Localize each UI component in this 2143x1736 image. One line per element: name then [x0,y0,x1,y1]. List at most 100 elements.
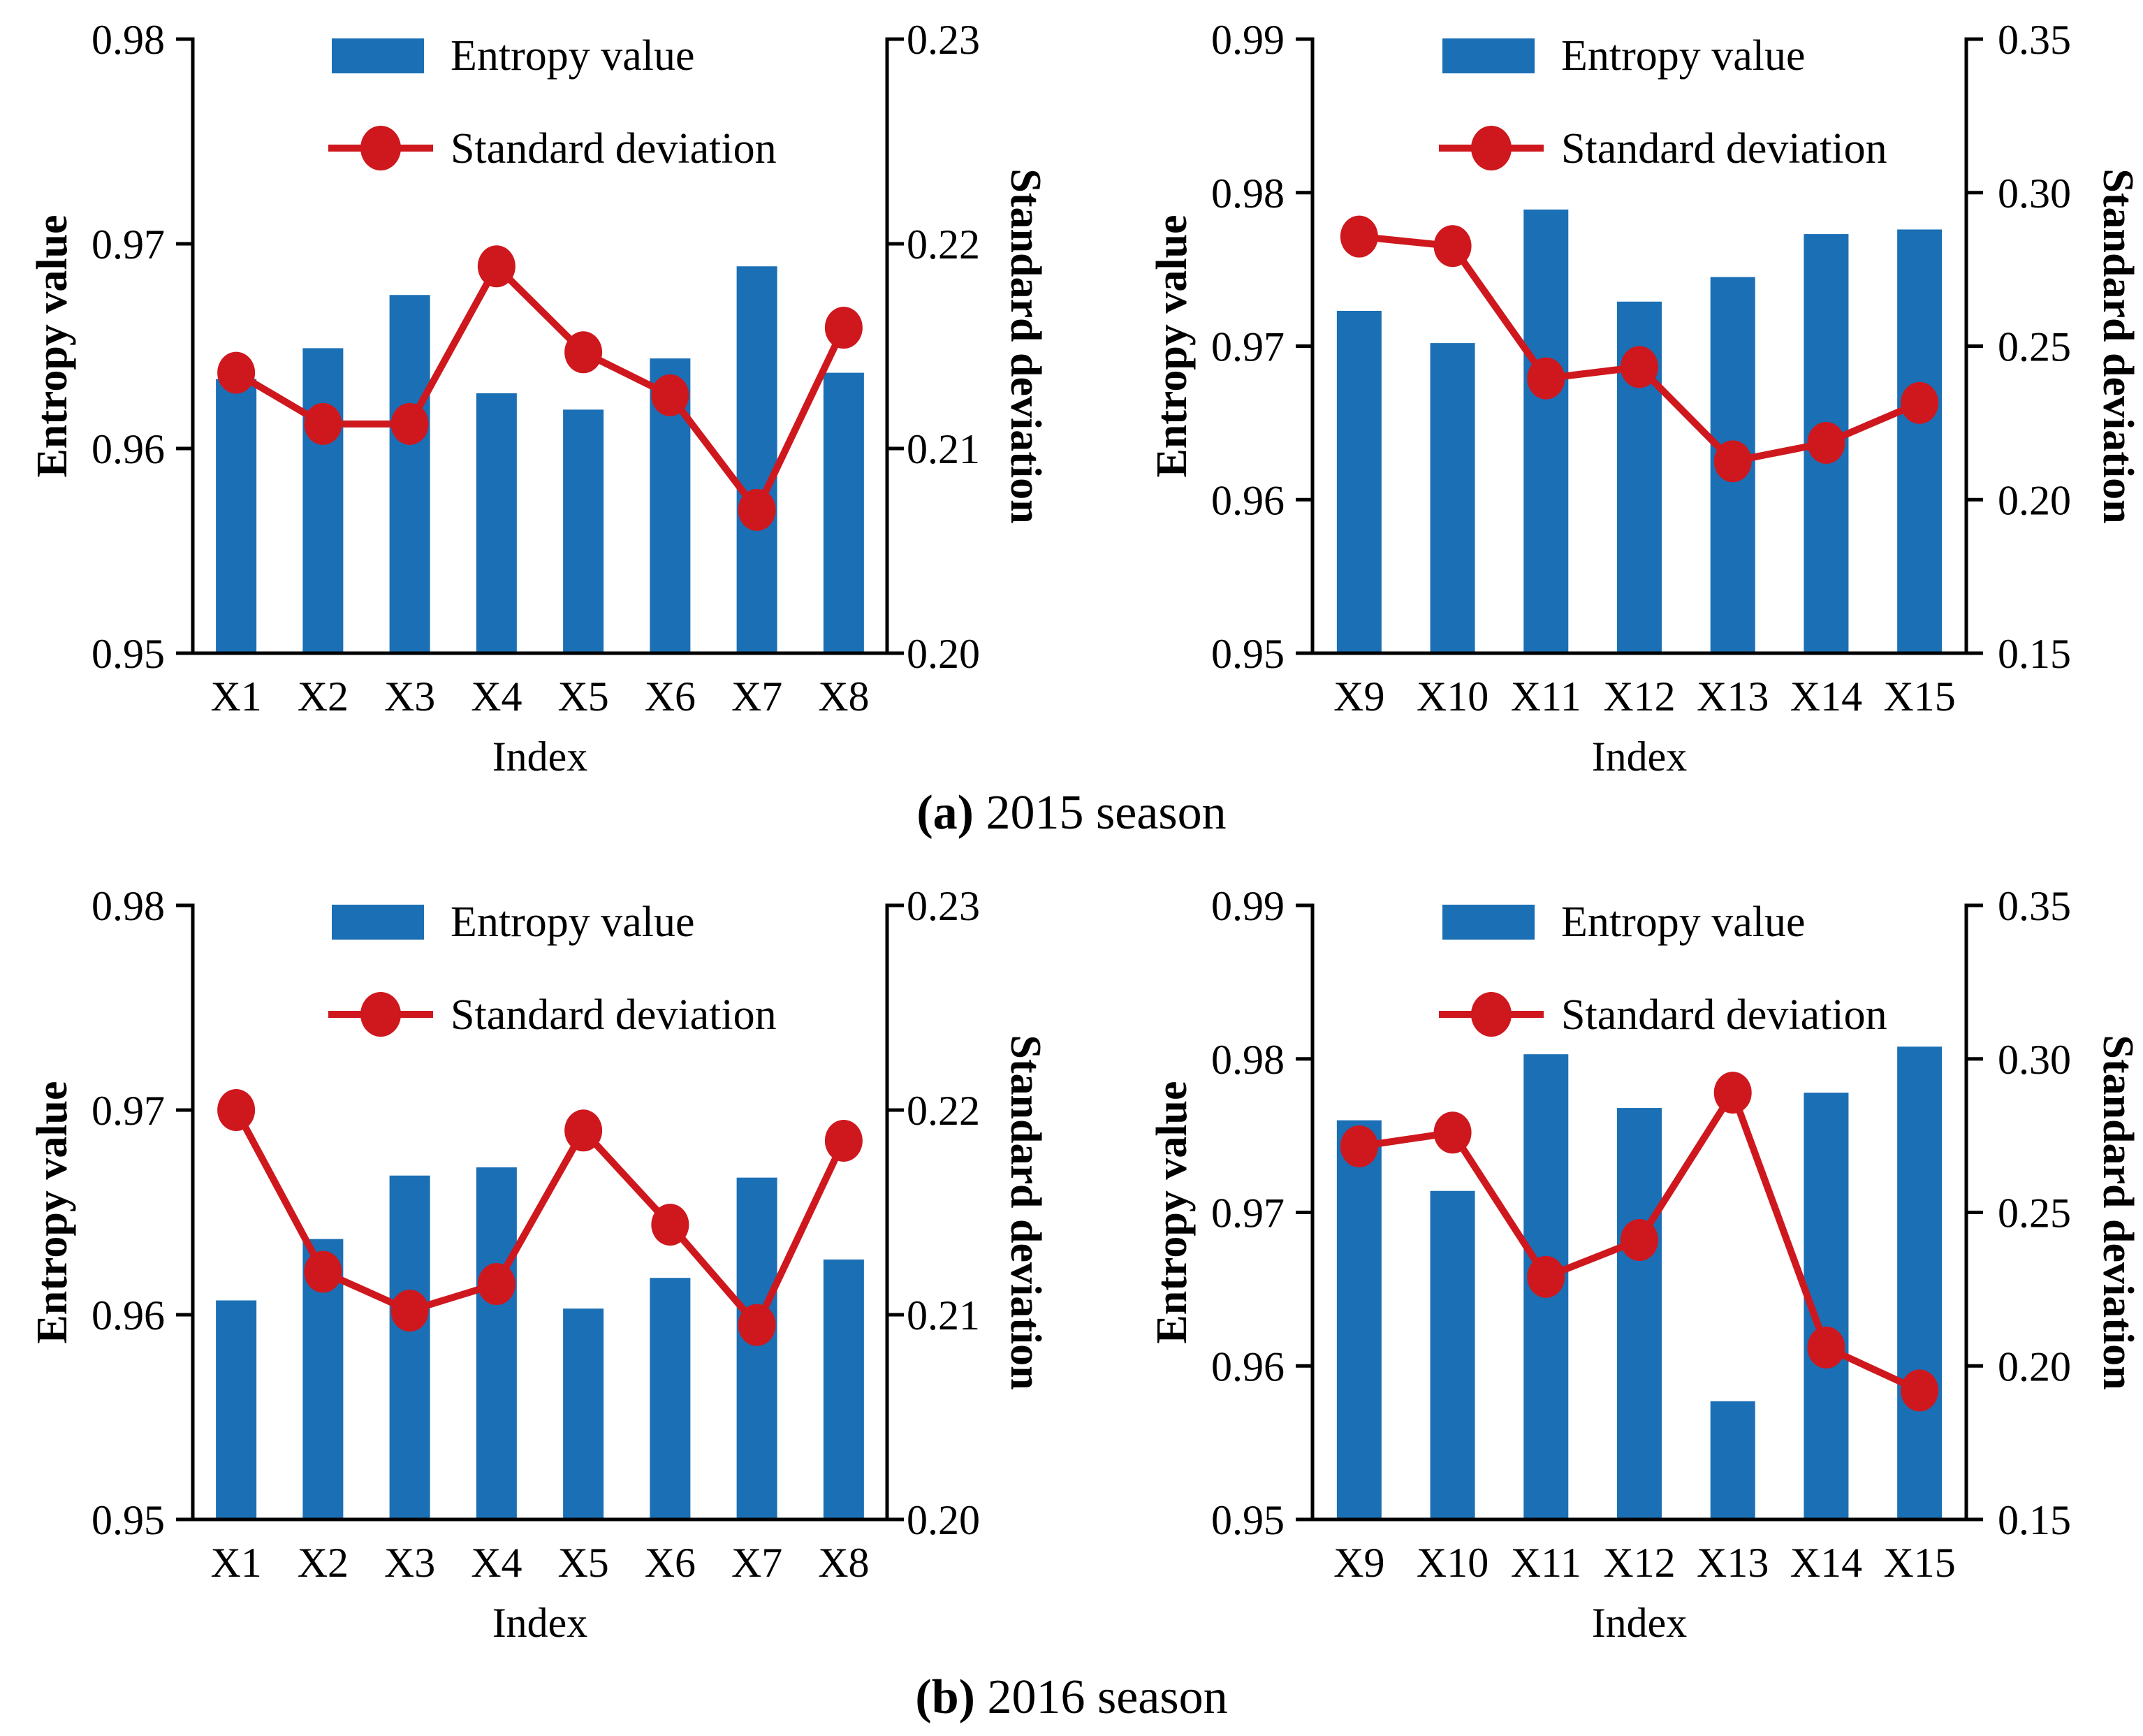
std-point-X11 [1527,1255,1565,1298]
bar-X2 [302,348,344,653]
right-tick-label: 0.20 [907,1497,980,1543]
right-axis-title: Standard deviation [1002,168,1049,523]
left-tick-label: 0.97 [1211,1190,1285,1237]
right-tick-label: 0.22 [907,1088,980,1134]
left-tick-label: 0.96 [1211,477,1285,523]
left-tick-label: 0.95 [1211,631,1285,677]
bar-X10 [1430,1190,1475,1519]
cat-label-X11: X11 [1511,673,1581,720]
right-tick-label: 0.20 [1998,477,2071,523]
cat-label-X1: X1 [210,1540,261,1586]
right-tick-label: 0.30 [1998,170,2071,217]
legend-entropy-label: Entropy value [1561,898,1806,946]
std-point-X1 [217,1089,256,1131]
std-point-X5 [564,331,603,374]
cat-label-X8: X8 [818,1540,869,1586]
chart-svg: 0.95 0.96 0.97 0.98 0.99 0.15 0.20 0.25 0.30 0.35… [1148,883,2142,1646]
std-point-X12 [1621,346,1658,388]
bar-X10 [1430,343,1475,653]
std-point-X3 [390,402,429,445]
std-point-X6 [651,374,689,416]
cat-label-X15: X15 [1883,1540,1955,1586]
right-tick-label: 0.23 [907,17,980,63]
chart-svg: 0.95 0.96 0.97 0.98 0.20 0.21 0.22 0.23 X1 X2 X3 X4… [29,883,1049,1646]
left-axis-title: Entropy value [29,1081,76,1343]
right-axis-title: Standard deviation [2094,1035,2142,1389]
cat-label-X10: X10 [1417,673,1489,720]
right-axis-title: Standard deviation [1002,1035,1049,1389]
std-point-X11 [1527,357,1565,400]
right-tick-label: 0.30 [1998,1037,2071,1083]
cat-label-X6: X6 [645,673,696,720]
right-tick-label: 0.22 [907,221,980,268]
std-point-X13 [1713,1072,1752,1114]
legend-line-marker [1471,992,1512,1037]
cat-label-X9: X9 [1333,1540,1384,1586]
cat-label-X1: X1 [210,673,261,720]
right-tick-label: 0.35 [1998,17,2071,63]
std-point-X5 [564,1109,603,1152]
legend-entropy-label: Entropy value [1561,32,1806,80]
left-tick-label: 0.98 [92,883,165,929]
cat-label-X14: X14 [1790,1540,1862,1586]
cat-label-X3: X3 [384,673,435,720]
std-point-X7 [738,1304,776,1346]
bar-X8 [823,372,864,653]
chart-svg: 0.95 0.96 0.97 0.98 0.20 0.21 0.22 0.23 X1 X2 X3 X4… [29,17,1049,780]
right-tick-label: 0.15 [1998,1497,2071,1543]
cat-label-X6: X6 [645,1540,696,1586]
std-point-X12 [1621,1219,1658,1262]
std-point-X2 [304,402,342,445]
left-tick-label: 0.96 [1211,1343,1285,1389]
std-point-X14 [1807,1326,1845,1369]
cat-label-X5: X5 [557,1540,608,1586]
bar-X13 [1710,1401,1755,1519]
std-point-X8 [824,1119,863,1162]
left-tick-label: 0.97 [92,221,165,268]
left-tick-label: 0.96 [92,426,165,472]
right-tick-label: 0.25 [1998,324,2071,370]
right-tick-label: 0.20 [1998,1343,2071,1389]
std-point-X4 [477,245,515,288]
bar-X4 [476,1167,517,1519]
bar-X9 [1336,1120,1382,1519]
cat-label-X10: X10 [1417,1540,1489,1586]
bar-X1 [216,1300,257,1519]
right-tick-label: 0.21 [907,426,980,472]
left-tick-label: 0.99 [1211,17,1285,63]
cat-label-X8: X8 [818,673,869,720]
bar-X7 [736,266,777,654]
cat-label-X13: X13 [1697,1540,1769,1586]
chart-2016-x1-x8: 0.95 0.96 0.97 0.98 0.20 0.21 0.22 0.23 X1 X2 X3 X4… [0,866,1069,1670]
std-point-X15 [1901,1369,1939,1412]
legend-bar-swatch [332,38,424,73]
right-tick-label: 0.35 [1998,883,2071,929]
legend-bar-swatch [1442,905,1535,940]
std-point-X2 [304,1250,342,1293]
std-point-X14 [1807,421,1845,464]
chart-2015-x9-x15: 0.95 0.96 0.97 0.98 0.99 0.15 0.20 0.25 0.30 0.35… [1069,0,2143,803]
right-tick-label: 0.23 [907,883,980,929]
caption-b: (b) 2016 season [0,1670,2143,1726]
caption-b-label: (b) [915,1670,975,1724]
cat-label-X15: X15 [1883,673,1955,720]
bar-X9 [1336,310,1382,653]
cat-label-X3: X3 [384,1540,435,1586]
bar-X12 [1617,1108,1662,1519]
right-tick-label: 0.15 [1998,631,2071,677]
chart-2016-x9-x15: 0.95 0.96 0.97 0.98 0.99 0.15 0.20 0.25 0.30 0.35… [1069,866,2143,1670]
bar-X5 [563,409,604,653]
std-point-X1 [217,351,256,394]
cat-label-X9: X9 [1333,673,1384,720]
std-point-X3 [390,1290,429,1332]
bar-X15 [1897,1046,1943,1519]
std-point-X4 [477,1263,515,1306]
chart-svg: 0.95 0.96 0.97 0.98 0.99 0.15 0.20 0.25 0.30 0.35… [1148,17,2142,780]
cat-label-X4: X4 [471,1540,522,1586]
bar-X3 [389,1175,430,1519]
bar-X6 [650,1278,691,1519]
bar-X1 [216,379,257,653]
cat-label-X11: X11 [1511,1540,1581,1586]
cat-label-X12: X12 [1603,1540,1675,1586]
bar-X15 [1897,229,1943,653]
